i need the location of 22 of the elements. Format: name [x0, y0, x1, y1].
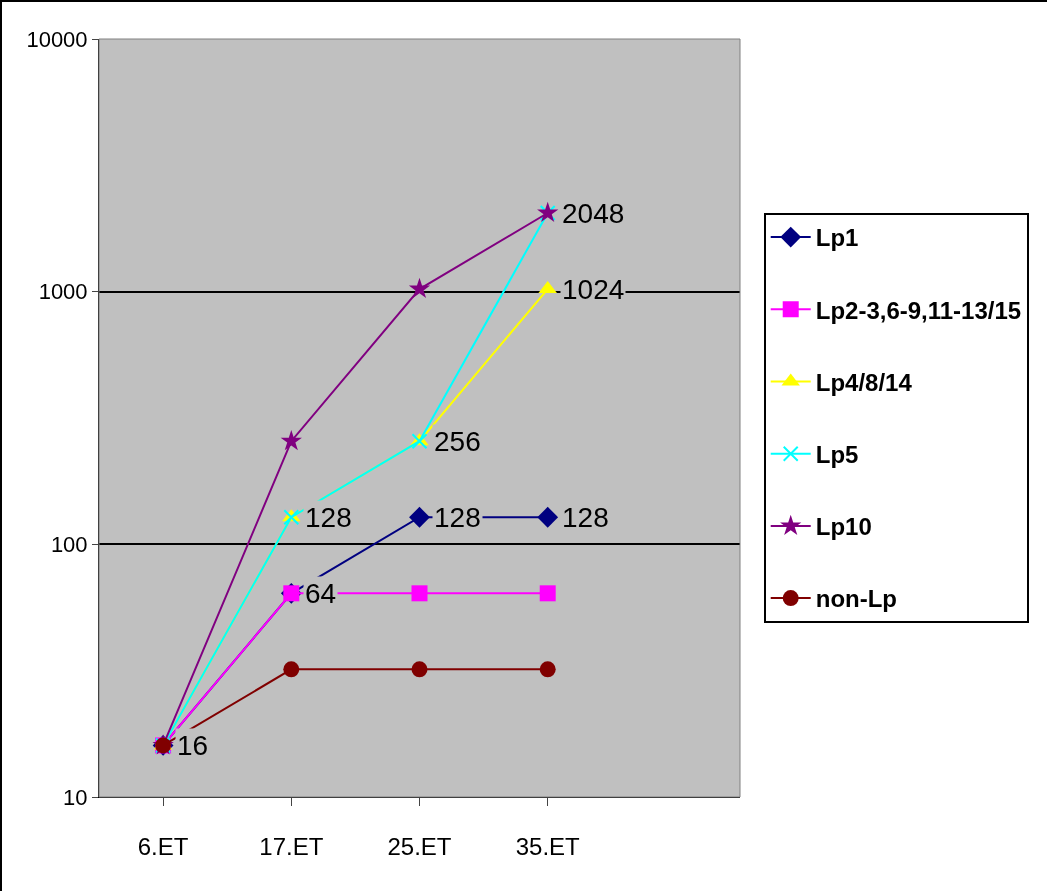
y-tick-label: 10	[63, 784, 88, 810]
legend-label: non-Lp	[815, 585, 898, 613]
data-label: 64	[305, 578, 337, 609]
data-label: 128	[562, 502, 609, 533]
x-tick-label: 35.ET	[515, 832, 581, 860]
legend-label: Lp1	[815, 224, 859, 252]
y-tick-label: 10000	[26, 26, 88, 52]
data-label: 256	[434, 426, 481, 457]
data-label: 128	[305, 502, 352, 533]
x-tick-label: 6.ET	[137, 832, 189, 860]
legend-label: Lp4/8/14	[815, 368, 913, 396]
x-tick-label: 25.ET	[387, 832, 452, 860]
data-label: 1024	[562, 274, 625, 305]
data-label: 2048	[562, 198, 625, 229]
legend-label: Lp2-3,6-9,11-13/15	[815, 296, 1022, 324]
data-label: 128	[434, 502, 481, 533]
legend-label: Lp5	[815, 441, 859, 469]
legend-label: Lp10	[815, 513, 872, 541]
y-tick-label: 1000	[38, 279, 88, 305]
data-label: 16	[177, 730, 209, 761]
x-tick-label: 17.ET	[259, 832, 324, 860]
y-tick-label: 100	[50, 532, 88, 558]
